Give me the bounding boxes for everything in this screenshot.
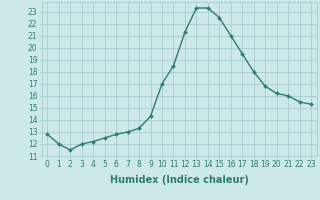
X-axis label: Humidex (Indice chaleur): Humidex (Indice chaleur) [110,175,249,185]
